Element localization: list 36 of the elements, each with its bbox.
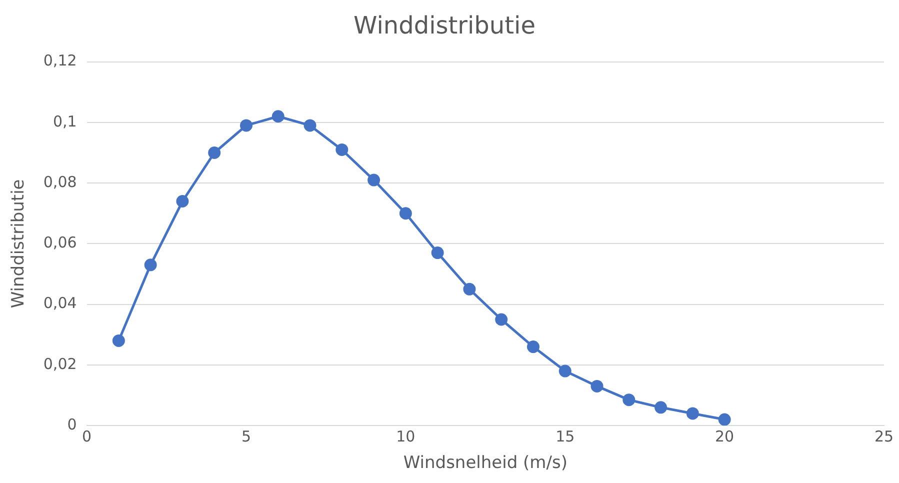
point	[686, 407, 699, 420]
y-axis-title: Winddistributie	[8, 179, 29, 308]
y-tick-label: 0,12	[43, 52, 77, 70]
x-tick-label: 10	[396, 427, 416, 446]
point	[495, 313, 508, 326]
point	[240, 119, 252, 132]
x-tick-label: 15	[556, 427, 575, 446]
y-tick-label: 0,08	[43, 172, 77, 191]
point	[431, 246, 444, 260]
point	[208, 146, 221, 159]
point	[144, 258, 157, 272]
y-tick-label: 0,1	[52, 112, 77, 130]
point	[718, 413, 731, 426]
point	[590, 380, 604, 392]
point	[368, 174, 380, 186]
point	[654, 401, 668, 414]
y-tick-label: 0,04	[43, 294, 77, 312]
y-tick-label: 0	[67, 415, 77, 434]
point	[112, 334, 125, 347]
point	[272, 110, 284, 123]
point	[176, 195, 189, 208]
x-tick-label: 20	[715, 427, 734, 446]
point	[304, 119, 316, 132]
x-tick-label: 0	[82, 427, 92, 446]
point	[558, 364, 572, 378]
y-tick-label: 0,02	[43, 354, 77, 373]
x-axis-title: Windsnelheid (m/s)	[403, 453, 568, 474]
x-tick-label: 5	[241, 427, 252, 446]
point	[463, 282, 476, 296]
point	[526, 340, 540, 354]
point	[622, 394, 636, 406]
chart-title: Winddistributie	[354, 12, 536, 40]
y-tick-label: 0,06	[43, 234, 77, 252]
x-tick-label: 25	[874, 427, 894, 446]
point	[399, 207, 412, 220]
point	[336, 143, 348, 156]
